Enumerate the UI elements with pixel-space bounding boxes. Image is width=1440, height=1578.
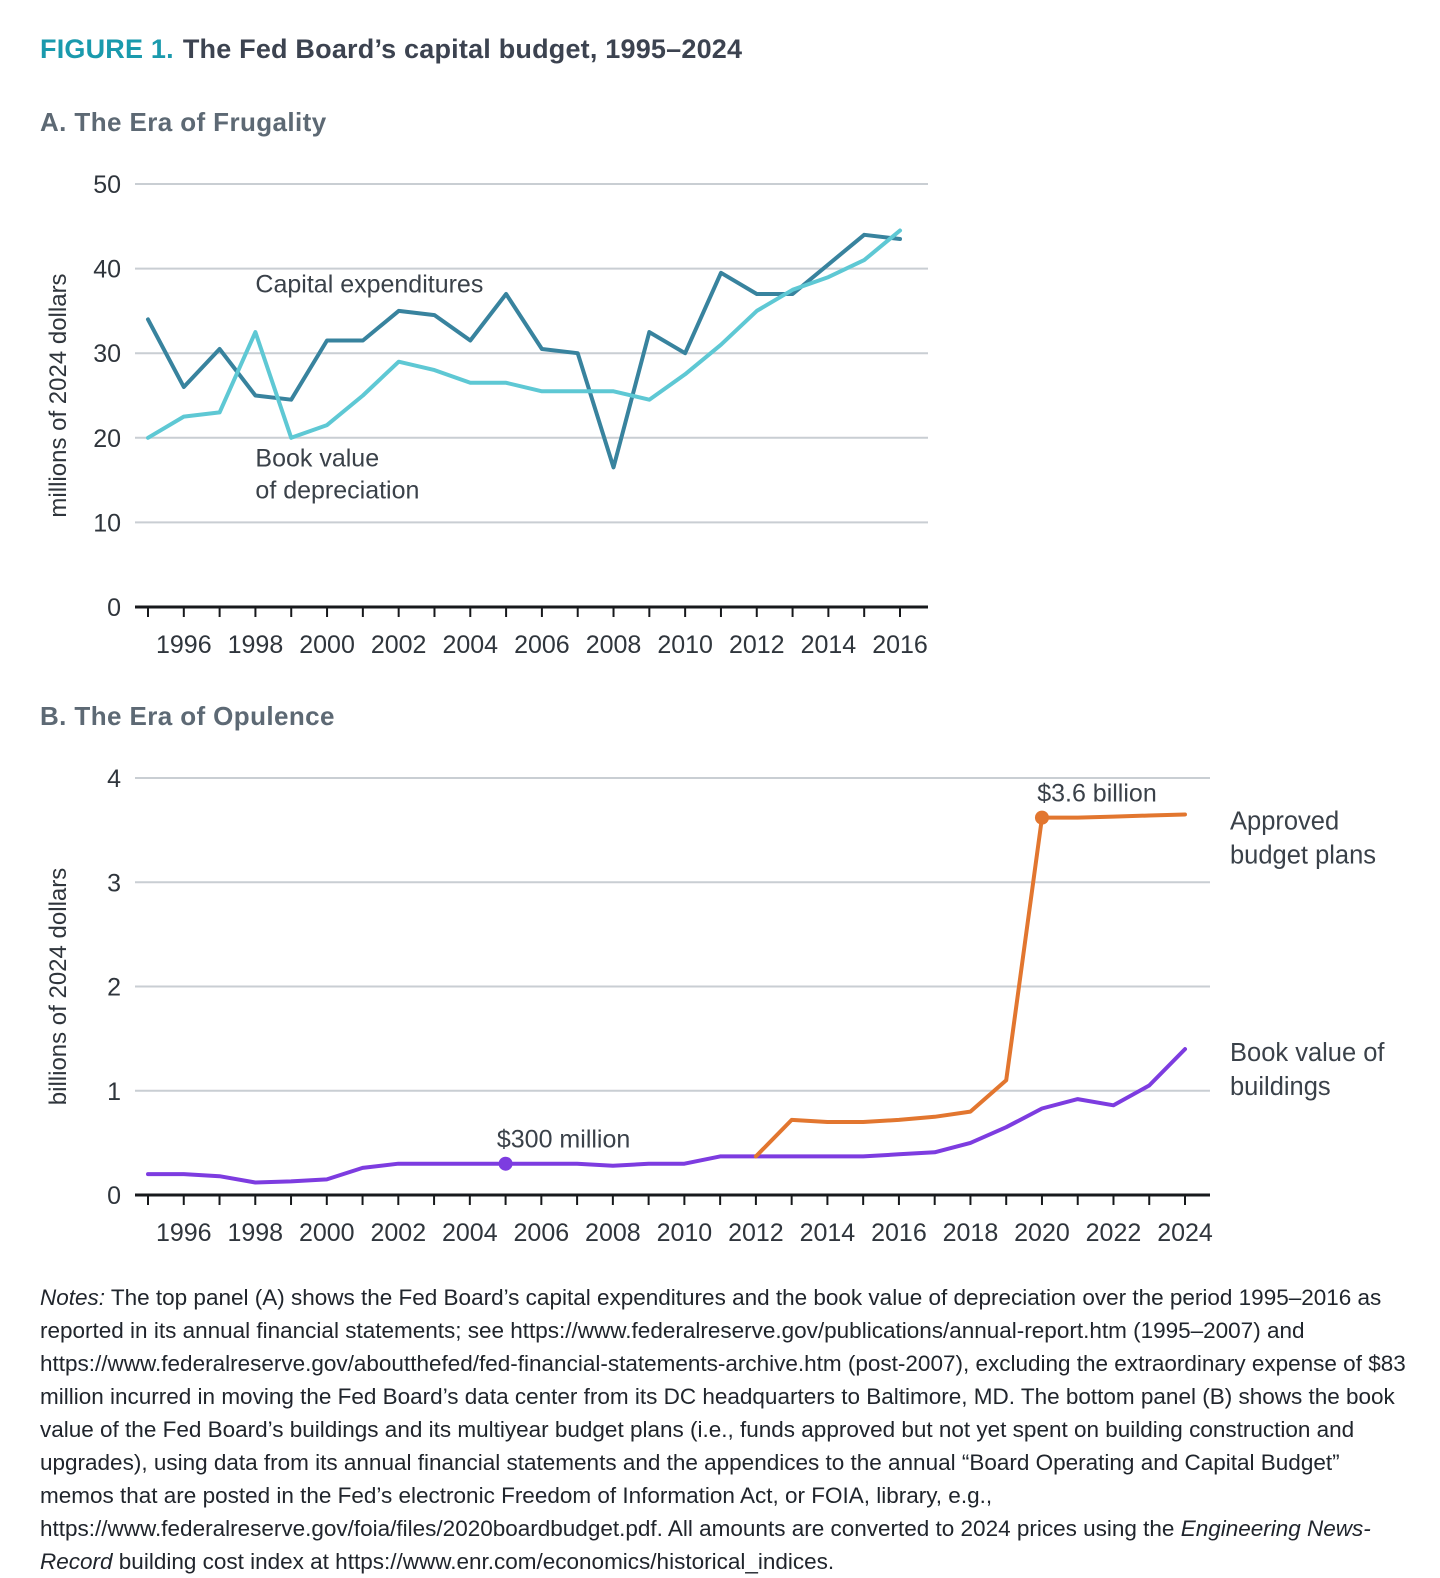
y-axis-title: billions of 2024 dollars [45, 868, 72, 1105]
figure-notes: Notes: The top panel (A) shows the Fed B… [40, 1281, 1406, 1578]
panel-b-chart: 0 1 2 3 4 1996 1998 2000 2002 2004 2006 2008 2010 201… [45, 765, 1385, 1247]
x-tick-label: 2010 [657, 1219, 713, 1247]
series-end-label: Approved [1230, 808, 1339, 836]
series-end-label: Book value of [1230, 1039, 1385, 1067]
x-tick-label: 2016 [871, 1219, 927, 1247]
y-tick-label: 30 [93, 340, 121, 368]
annotation-dot [498, 1156, 513, 1171]
series-line-approved_budget_plans [753, 812, 1187, 1159]
y-tick-label: 0 [107, 1182, 121, 1210]
y-tick-label: 20 [93, 425, 121, 453]
y-axis-title: millions of 2024 dollars [45, 273, 72, 517]
x-tick-label: 2012 [728, 1219, 784, 1247]
x-tick-label: 2008 [585, 1219, 641, 1247]
y-tick-label: 3 [107, 869, 121, 897]
y-tick-label: 0 [107, 594, 121, 622]
series-line-book_value_buildings [146, 1047, 1187, 1185]
x-tick-label: 1998 [228, 631, 284, 659]
series-line-book_value_depreciation [146, 228, 902, 440]
x-tick-label: 2012 [729, 631, 785, 659]
x-tick-label: 2004 [442, 631, 498, 659]
y-tick-label: 40 [93, 256, 121, 284]
panel-a-title: A. The Era of Frugality [40, 107, 327, 137]
panel-b-title: B. The Era of Opulence [40, 701, 335, 731]
series-label: Book value [255, 445, 379, 473]
x-tick-label: 2006 [514, 631, 570, 659]
x-tick-label: 2000 [299, 631, 355, 659]
series-line-capital_expenditures [146, 232, 902, 470]
panel-a-chart: 0 10 20 30 40 50 1996 1998 2000 2002 2004 2006 2008 2… [45, 171, 928, 659]
figure-title: FIGURE 1. The Fed Board’s capital budget,… [40, 34, 1406, 65]
x-tick-label: 2022 [1086, 1219, 1142, 1247]
x-tick-label: 2010 [657, 631, 713, 659]
notes-text-segment: The top panel (A) shows the Fed Board’s … [40, 1285, 1406, 1541]
annotation-dot [1034, 810, 1049, 825]
x-tick-label: 2000 [299, 1219, 355, 1247]
x-tick-label: 2014 [801, 631, 857, 659]
series-end-label: budget plans [1230, 842, 1376, 870]
x-tick-label: 2020 [1014, 1219, 1070, 1247]
figure-label: FIGURE 1. [40, 34, 174, 64]
x-tick-label: 2008 [586, 631, 642, 659]
y-tick-label: 1 [107, 1078, 121, 1106]
series-label: Capital expenditures [255, 270, 483, 298]
x-tick-label: 2006 [514, 1219, 570, 1247]
y-tick-label: 50 [93, 171, 121, 199]
x-tick-label: 1996 [156, 1219, 212, 1247]
y-tick-label: 4 [107, 765, 121, 793]
figure-caption: The Fed Board’s capital budget, 1995–202… [182, 34, 743, 64]
y-tick-label: 10 [93, 509, 121, 537]
notes-italic-segment: Engineering News-Record [40, 1516, 1371, 1574]
notes-italic-segment: Notes: [40, 1285, 106, 1310]
x-tick-label: 1996 [156, 631, 212, 659]
x-tick-label: 2016 [872, 631, 928, 659]
annotation-label: $300 million [497, 1126, 630, 1154]
series-label: of depreciation [255, 477, 419, 505]
x-tick-label: 2002 [371, 631, 427, 659]
notes-text-segment: building cost index at https://www.enr.c… [112, 1549, 835, 1574]
x-tick-label: 2002 [370, 1219, 426, 1247]
annotation-label: $3.6 billion [1037, 780, 1157, 808]
x-tick-label: 2014 [800, 1219, 856, 1247]
x-tick-label: 1998 [227, 1219, 283, 1247]
x-tick-label: 2024 [1157, 1219, 1213, 1247]
x-tick-label: 2018 [943, 1219, 999, 1247]
series-end-label: buildings [1230, 1073, 1331, 1101]
x-tick-label: 2004 [442, 1219, 498, 1247]
y-tick-label: 2 [107, 974, 121, 1002]
